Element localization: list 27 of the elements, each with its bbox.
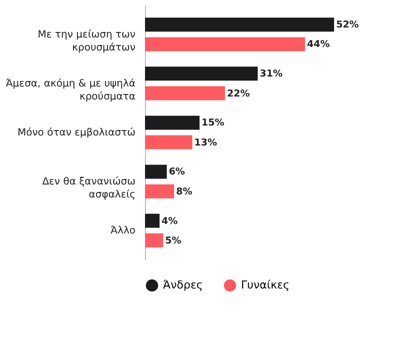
legend-label: Άνδρες: [163, 278, 203, 292]
data-label: 44%: [307, 39, 330, 50]
bar: [145, 86, 225, 100]
y-tick-label: Με την μείωση των κρουσμάτων: [38, 29, 136, 54]
bar: [145, 135, 192, 150]
bar: [145, 184, 174, 198]
data-label: 6%: [168, 166, 186, 178]
data-label: 8%: [176, 186, 193, 198]
data-label: 15%: [202, 118, 225, 129]
bar: [145, 164, 167, 179]
data-label: 4%: [162, 216, 178, 227]
data-label: 22%: [227, 88, 250, 100]
bar: [145, 18, 334, 32]
bar: [145, 37, 305, 52]
bar: [145, 214, 160, 228]
data-label: 5%: [165, 235, 182, 246]
y-tick-label: Άμεσα, ακόμη & με υψηλά κρούσματα: [6, 78, 136, 102]
bar: [145, 116, 200, 130]
bar: [145, 66, 258, 81]
y-tick-label: Δεν θα ξανανιώσω ασφαλείς: [42, 176, 136, 201]
data-label: 52%: [336, 20, 360, 31]
y-tick-label: Άλλο: [110, 226, 136, 237]
data-label: 31%: [260, 68, 283, 80]
legend-label: Γυναίκες: [241, 278, 290, 292]
bar: [145, 233, 164, 248]
data-label: 13%: [194, 137, 218, 148]
y-tick-label: Μόνο όταν εμβολιαστώ: [17, 128, 136, 138]
